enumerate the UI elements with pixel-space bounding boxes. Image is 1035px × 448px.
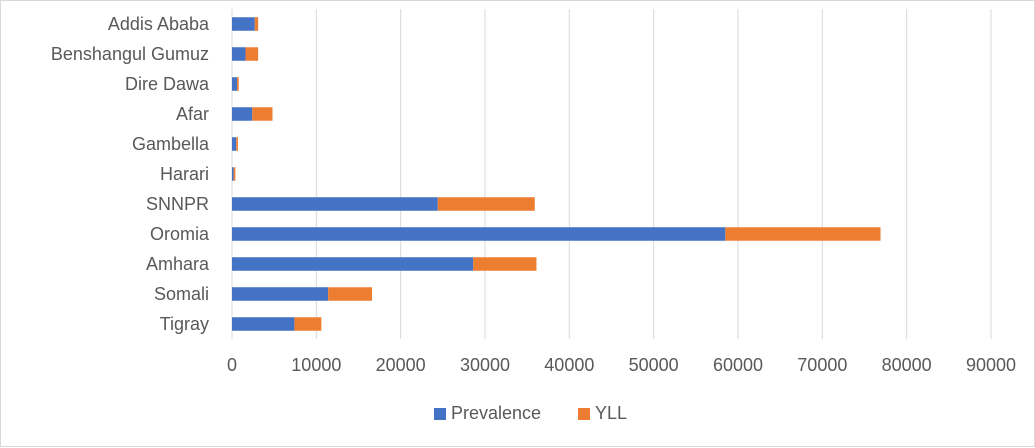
- bar-somali-yll: [328, 287, 372, 301]
- x-tick-label-0: 0: [227, 355, 237, 375]
- x-tick-label-30000: 30000: [460, 355, 510, 375]
- legend: Prevalence YLL: [434, 403, 627, 423]
- x-tick-label-50000: 50000: [629, 355, 679, 375]
- category-label-benshangul-gumuz: Benshangul Gumuz: [51, 44, 209, 64]
- category-label-afar: Afar: [176, 104, 209, 124]
- category-label-dire-dawa: Dire Dawa: [125, 74, 210, 94]
- category-label-oromia: Oromia: [150, 224, 210, 244]
- bar-amhara-yll: [473, 257, 537, 271]
- category-label-harari: Harari: [160, 164, 209, 184]
- category-label-gambella: Gambella: [132, 134, 210, 154]
- bar-somali-prevalence: [232, 287, 329, 301]
- x-tick-label-60000: 60000: [713, 355, 763, 375]
- x-tick-label-90000: 90000: [966, 355, 1016, 375]
- bar-afar-yll: [252, 107, 273, 121]
- bars: [232, 17, 881, 331]
- bar-oromia-prevalence: [232, 227, 726, 241]
- bar-gambella-prevalence: [232, 137, 237, 151]
- category-label-addis-ababa: Addis Ababa: [108, 14, 210, 34]
- bar-tigray-prevalence: [232, 317, 295, 331]
- x-tick-label-10000: 10000: [291, 355, 341, 375]
- bar-snnpr-yll: [437, 197, 535, 211]
- category-label-snnpr: SNNPR: [146, 194, 209, 214]
- bar-dire-dawa-prevalence: [232, 77, 238, 91]
- category-label-tigray: Tigray: [160, 314, 209, 334]
- legend-swatch-yll: [578, 408, 590, 420]
- gridlines: [231, 9, 992, 339]
- x-tick-label-20000: 20000: [376, 355, 426, 375]
- value-axis: 0 10000 20000 30000 40000 50000 60000 70000 8000…: [227, 355, 1016, 375]
- x-tick-label-80000: 80000: [882, 355, 932, 375]
- bar-dire-dawa-yll: [237, 77, 239, 91]
- x-tick-label-70000: 70000: [797, 355, 847, 375]
- legend-label-prevalence: Prevalence: [451, 403, 541, 423]
- bar-oromia-yll: [725, 227, 881, 241]
- bar-gambella-yll: [236, 137, 238, 151]
- category-label-amhara: Amhara: [146, 254, 210, 274]
- bar-snnpr-prevalence: [232, 197, 438, 211]
- bar-amhara-prevalence: [232, 257, 474, 271]
- bar-tigray-yll: [294, 317, 322, 331]
- bar-afar-prevalence: [232, 107, 253, 121]
- legend-swatch-prevalence: [434, 408, 446, 420]
- bar-addis-ababa-prevalence: [232, 17, 255, 31]
- bar-addis-ababa-yll: [254, 17, 259, 31]
- x-tick-label-40000: 40000: [544, 355, 594, 375]
- bar-benshangul-gumuz-yll: [245, 47, 259, 61]
- legend-label-yll: YLL: [595, 403, 627, 423]
- bar-harari-prevalence: [232, 167, 234, 181]
- category-axis: Tigray Somali Amhara Oromia SNNPR Harari Gambe…: [51, 14, 210, 334]
- category-label-somali: Somali: [154, 284, 209, 304]
- bar-harari-yll: [233, 167, 236, 181]
- bar-benshangul-gumuz-prevalence: [232, 47, 246, 61]
